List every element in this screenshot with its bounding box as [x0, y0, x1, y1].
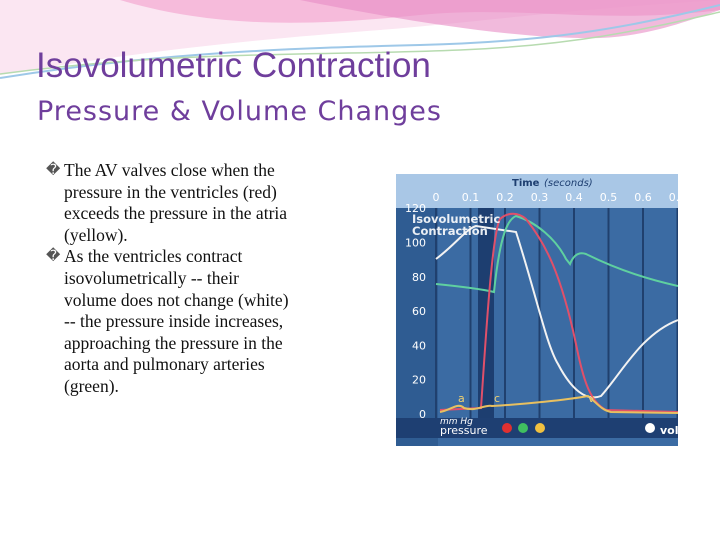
- wave-label: c: [494, 392, 500, 405]
- figure-bg: [396, 174, 678, 446]
- wave-label: a: [458, 392, 465, 405]
- bullet-line: isovolumetrically -- their: [64, 267, 239, 288]
- bullet-list: � The AV valves close when the pressure in…: [46, 160, 289, 398]
- pressure-tick-label: 120: [405, 202, 426, 215]
- pressure-tick-label: 60: [412, 305, 426, 318]
- wave-label: v: [588, 392, 595, 405]
- legend-dot: [502, 423, 512, 433]
- atrial-curve: [439, 394, 678, 414]
- legend-dot: [645, 423, 655, 433]
- bullet: � As the ventricles contract isovolumetric…: [46, 246, 289, 397]
- figure: 0 0.1 0.2 0.3 0.4 0.5 0.6 0.7 Time (seconds) 0 20 40…: [396, 174, 678, 446]
- bullet-line: As the ventricles contract: [64, 246, 243, 267]
- bullet-line: (yellow).: [64, 224, 128, 245]
- legend-dot: [518, 423, 528, 433]
- pressure-tick-label: 80: [412, 271, 426, 284]
- bullet-line: -- the pressure inside increases,: [64, 311, 284, 332]
- bullet-marker: �: [46, 249, 61, 265]
- phase-label: Isovolumetric: [412, 212, 500, 226]
- time-tick-label: 0: [433, 191, 440, 204]
- phase-label: Contraction: [412, 224, 488, 238]
- legend-dot: [535, 423, 545, 433]
- time-tick-label: 0.6: [634, 191, 652, 204]
- pressure-tick-label: 20: [412, 374, 426, 387]
- time-tick-label: 0.4: [565, 191, 583, 204]
- axis-unit: (seconds): [544, 178, 593, 189]
- bullet-line: The AV valves close when the: [64, 160, 275, 180]
- pressure-tick-label: 100: [405, 237, 426, 250]
- bullet-line: pressure in the ventricles (red): [64, 181, 277, 202]
- bullet: � The AV valves close when the pressure in…: [46, 160, 289, 246]
- axis-strip: [396, 208, 438, 446]
- swoosh: [300, 0, 720, 39]
- volume-curve: [435, 224, 678, 399]
- axis-title: Time: [512, 178, 540, 189]
- subtitle: Pressure & Volume Changes: [37, 96, 442, 127]
- bullet-line: approaching the pressure in the: [64, 332, 283, 353]
- aortic-curve: [435, 214, 678, 294]
- bullet-line: (green).: [64, 375, 119, 396]
- time-grid: [435, 208, 678, 418]
- swoosh: [0, 0, 720, 75]
- time-tick-label: 0.5: [600, 191, 618, 204]
- title: Isovolumetric Contraction: [36, 46, 431, 85]
- bullet-line: volume does not change (white): [64, 289, 289, 310]
- time-tick-label: 0.2: [496, 191, 514, 204]
- unit-label: mm Hg: [440, 417, 473, 427]
- time-tick-label: 0.1: [462, 191, 480, 204]
- pressure-tick-label: 40: [412, 339, 426, 352]
- bullet-line: aorta and pulmonary arteries: [64, 354, 265, 375]
- swoosh-line: [0, 11, 720, 75]
- volume-label: vol: [660, 424, 678, 437]
- time-tick-label: 0.3: [531, 191, 549, 204]
- time-header: [396, 174, 678, 208]
- phase-band: [478, 208, 494, 418]
- pressure-tick-label: 0: [419, 408, 426, 421]
- bullet-marker: �: [46, 163, 61, 178]
- pressure-label: pressure: [440, 424, 488, 437]
- time-tick-label: 0.7: [669, 191, 678, 204]
- bullet-line: exceeds the pressure in the atria: [64, 203, 288, 224]
- ventricular-curve: [439, 212, 678, 413]
